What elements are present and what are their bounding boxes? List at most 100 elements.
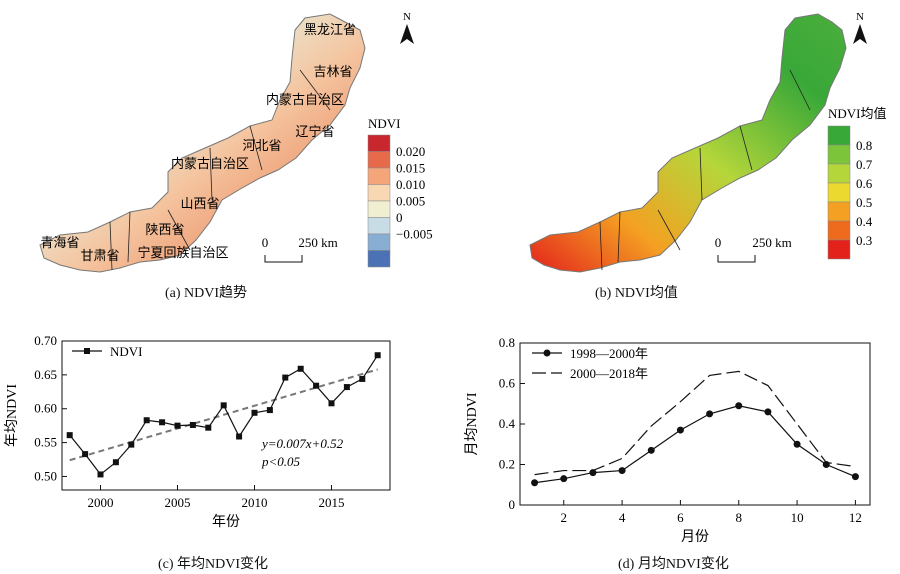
y-tick-label: 0.55 [34,435,57,450]
legend-a-swatch [367,167,391,185]
x-tick-label: 2000 [87,495,113,510]
region-label: 内蒙古自治区 [266,92,344,107]
legend-b-swatch [827,182,851,203]
caption-c: (c) 年均NDVI变化 [158,557,269,572]
x-tick-label: 2005 [164,495,190,510]
data-point-0 [589,469,597,477]
region-label: 宁夏回族自治区 [137,245,228,260]
panel-a-map: 黑龙江省 吉林省 内蒙古自治区 辽宁省 河北省 内蒙古自治区 山西省 陕西省 青海省 甘肃省 宁夏回… [0,0,440,301]
legend-b-label: 0.3 [856,233,872,248]
data-point-0 [560,475,568,483]
scale-zero-a: 0 [262,235,269,250]
data-point-ndvi [66,432,73,439]
legend-b-swatch [827,220,851,241]
data-point-ndvi [328,400,335,407]
legend-a-label: 0.015 [396,161,425,176]
scale-bar-b [717,255,756,263]
scale-zero-b: 0 [715,235,722,250]
data-point-0 [647,446,655,454]
data-point-ndvi [220,402,227,409]
north-arrow-label-b: N [856,11,864,23]
annual-ndvi-chart: 2000 2005 2010 2015 0.50 0.55 0.60 0.65 0.70 年份 年均… [4,333,391,530]
north-arrow-icon [400,24,414,44]
panel-c-chart: 2000 2005 2010 2015 0.50 0.55 0.60 0.65 0.70 年份 年均… [0,315,440,574]
legend-a-swatch [367,184,391,202]
legend-a-swatch [367,134,391,152]
data-point-ndvi [159,419,166,426]
data-point-0 [851,473,859,481]
x-tick-label: 10 [791,510,804,525]
scale-bar-a [264,255,303,263]
y-tick-label: 0.50 [34,468,57,483]
data-point-ndvi [343,384,350,391]
data-point-0 [676,426,684,434]
region-label: 河北省 [242,138,281,153]
caption-b: (b) NDVI均值 [595,286,678,301]
data-point-0 [793,440,801,448]
y-tick-label: 0.2 [499,457,515,472]
legend-title-b: NDVI均值 [828,106,887,121]
p-value-annotation: p<0.05 [261,454,301,469]
y-tick-label: 0.70 [34,333,57,348]
legend-b-swatch [827,144,851,165]
legend-a-label: 0.020 [396,144,425,159]
legend-a-label: −0.005 [396,227,433,242]
legend-marker-ndvi [84,348,90,354]
legend-marker-0 [543,349,551,357]
data-point-ndvi [359,375,366,382]
north-arrow-label: N [403,11,411,23]
region-label: 甘肃省 [80,248,119,263]
legend-a-label: 0.010 [396,177,425,192]
x-tick-label: 2010 [241,495,267,510]
panel-b-map: N NDVI均值 0.8 0.7 0.6 0.5 0.4 0.3 0 250 km (b)… [460,0,900,301]
province-boundaries [109,69,331,271]
y-tick-label: 0.60 [34,401,57,416]
legend-b-label: 0.6 [856,176,873,191]
legend-label-0: 1998—2000年 [570,346,648,361]
x-tick-label: 2015 [318,495,344,510]
region-label: 山西省 [180,196,219,211]
legend-b-label: 0.7 [856,157,873,172]
data-point-ndvi [266,407,273,414]
legend-b-label: 0.4 [856,214,873,229]
caption-a: (a) NDVI趋势 [165,286,248,301]
legend-b-swatch [827,201,851,222]
region-label: 辽宁省 [295,124,334,139]
data-point-ndvi [313,382,320,389]
region-label: 陕西省 [145,222,184,237]
region-label: 内蒙古自治区 [171,156,249,171]
legend-b-swatch [827,163,851,184]
y-axis-label: 月均NDVI [464,392,480,455]
scale-unit-a: 250 km [298,235,337,250]
x-tick-label: 6 [677,510,684,525]
y-axis-label: 年均NDVI [4,384,20,447]
region-label: 黑龙江省 [304,22,356,37]
regression-equation: y=0.007x+0.52 [260,436,344,451]
data-point-ndvi [128,441,135,448]
scale-unit-b: 250 km [752,235,791,250]
trend-line [69,368,378,462]
data-point-ndvi [236,433,243,440]
legend-a-swatch [367,151,391,169]
data-point-ndvi [374,352,381,359]
legend-label-ndvi: NDVI [110,344,143,359]
series-line-1 [534,370,856,476]
legend-b-label: 0.5 [856,195,872,210]
data-point-ndvi [82,451,89,458]
y-tick-label: 0 [509,497,516,512]
x-axis-label: 年份 [212,514,240,530]
legend-b-label: 0.8 [856,138,872,153]
data-point-0 [531,479,539,487]
legend-a-swatch [367,200,391,218]
data-point-0 [764,408,772,416]
x-tick-label: 12 [849,510,862,525]
caption-d: (d) 月均NDVI变化 [618,557,729,572]
data-point-ndvi [174,422,181,429]
province-boundaries-b [599,69,811,271]
data-point-ndvi [97,471,104,478]
legend-a-swatch [367,217,391,235]
data-point-ndvi [112,459,119,466]
x-tick-label: 8 [736,510,743,525]
monthly-ndvi-chart: 2 4 6 8 10 12 0 0.2 0.4 0.6 0.8 月份 月均NDVI 1998—2000年 2… [464,335,871,545]
region-shape-mean [529,13,847,273]
